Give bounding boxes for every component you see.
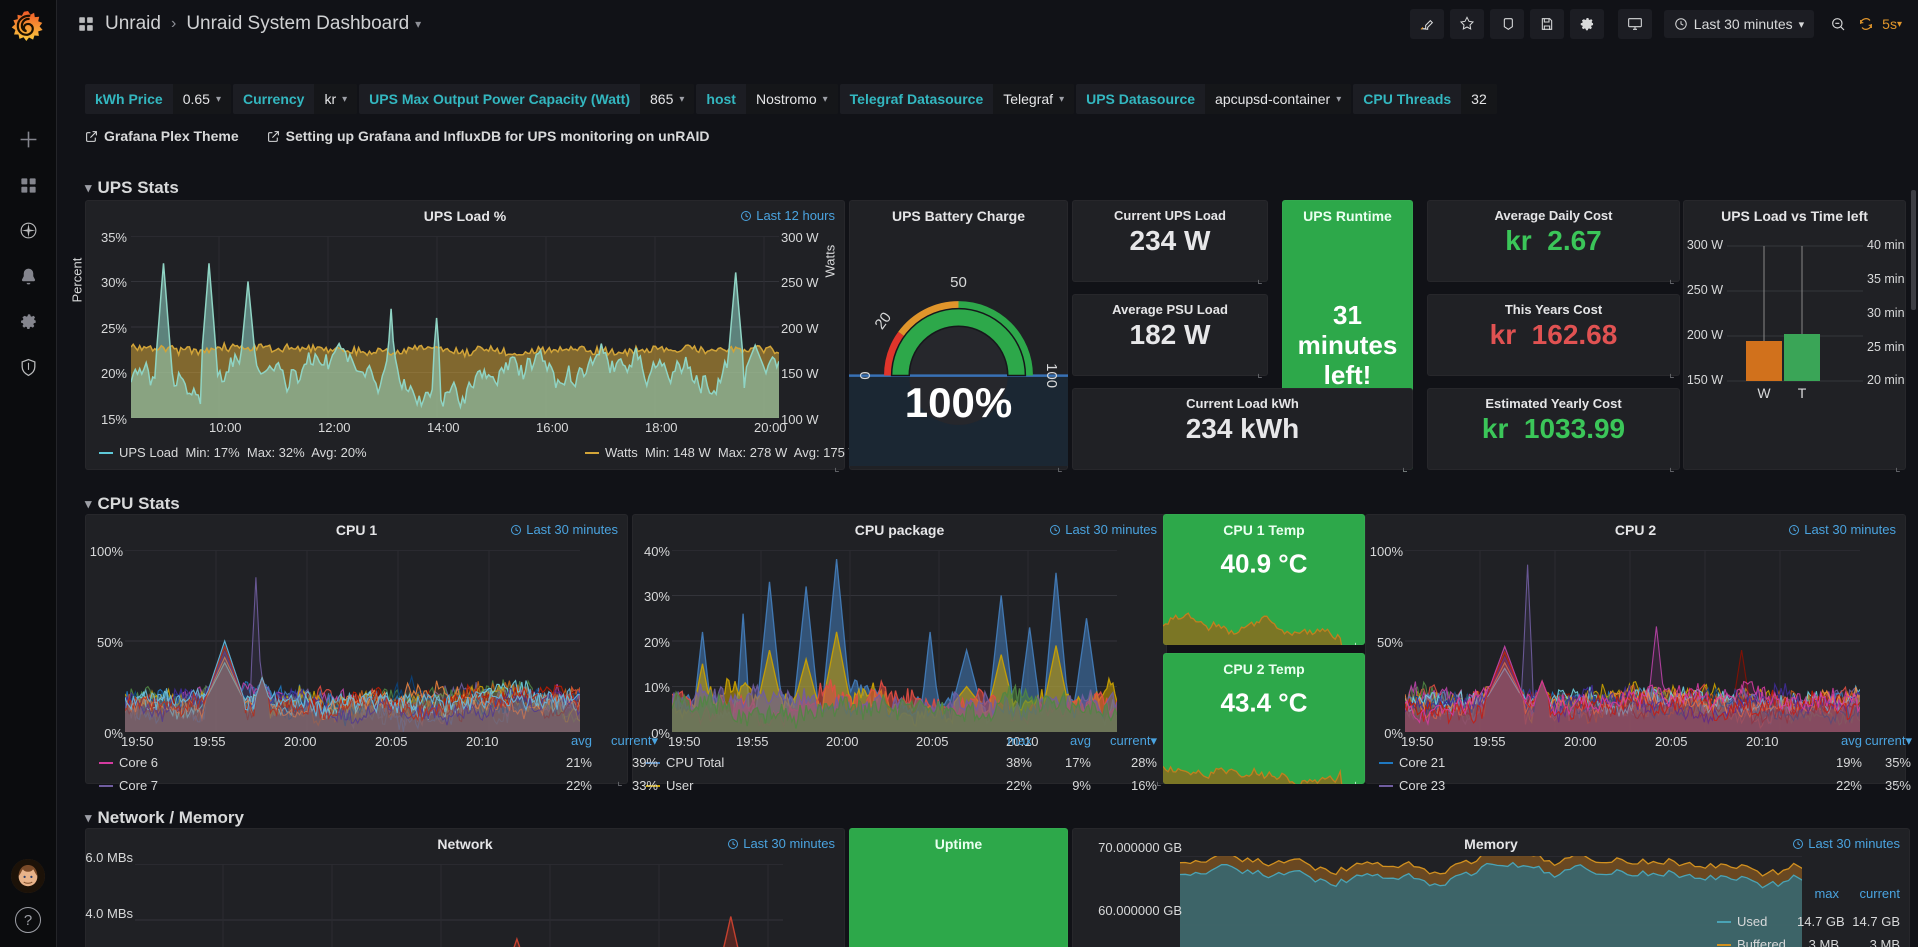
svg-text:200 W: 200 W xyxy=(1687,328,1723,342)
svg-text:30 min: 30 min xyxy=(1867,306,1905,320)
svg-text:300 W: 300 W xyxy=(1687,238,1723,252)
svg-text:40 min: 40 min xyxy=(1867,238,1905,252)
svg-text:T: T xyxy=(1798,385,1807,401)
svg-text:35 min: 35 min xyxy=(1867,272,1905,286)
svg-text:20: 20 xyxy=(871,309,895,332)
svg-text:100: 100 xyxy=(1043,363,1060,388)
svg-text:0: 0 xyxy=(857,371,874,379)
svg-text:150 W: 150 W xyxy=(1687,373,1723,387)
svg-text:20 min: 20 min xyxy=(1867,373,1905,387)
svg-text:25 min: 25 min xyxy=(1867,340,1905,354)
svg-text:100%: 100% xyxy=(905,379,1012,426)
svg-text:W: W xyxy=(1757,385,1771,401)
svg-text:250 W: 250 W xyxy=(1687,283,1723,297)
svg-text:50: 50 xyxy=(950,274,967,291)
